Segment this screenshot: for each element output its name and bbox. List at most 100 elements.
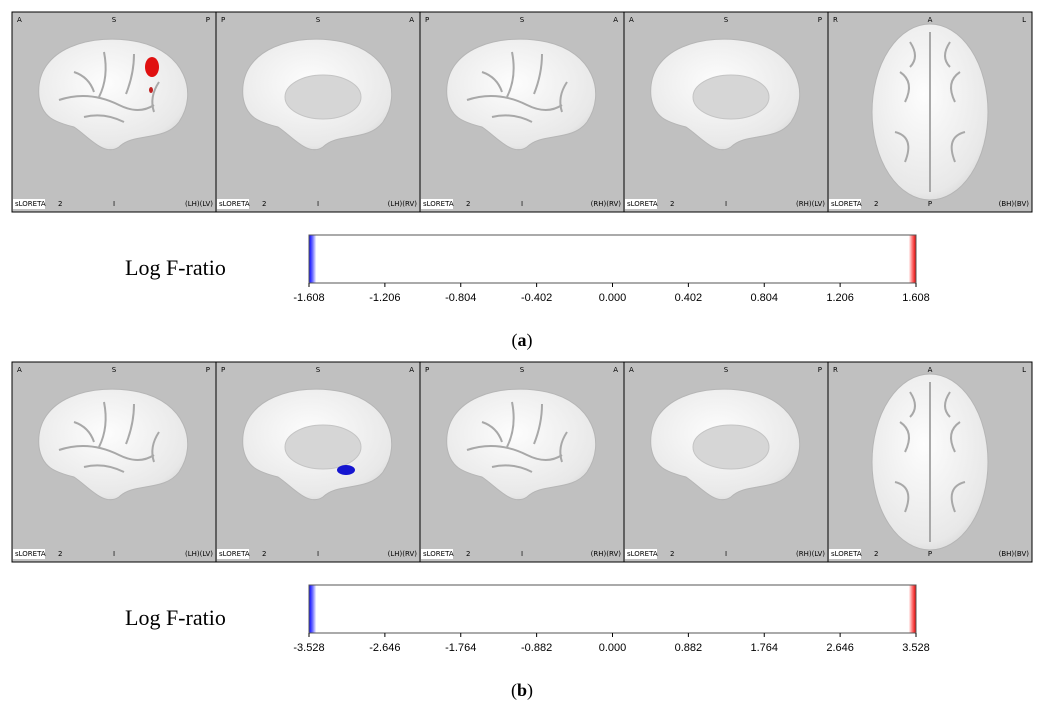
sulcus [125, 53, 135, 95]
orientation-label: L [1022, 16, 1026, 24]
tick-label: 0.402 [675, 292, 703, 304]
hemisphere-label: (RH)(LV) [796, 200, 825, 208]
method-label: sLORETA [15, 200, 46, 208]
method-label: sLORETA [831, 200, 862, 208]
caption-part: ) [527, 680, 533, 701]
method-label-bg [217, 549, 249, 559]
sulcus [909, 391, 916, 418]
caption-part: ( [511, 680, 517, 701]
index-label: 2 [874, 550, 878, 558]
orientation-label: S [724, 366, 729, 374]
tick-label: -0.882 [521, 642, 552, 654]
sulcus [73, 71, 95, 93]
method-label: sLORETA [831, 550, 862, 558]
hemisphere-label: (LH)(RV) [388, 200, 418, 208]
tick-label: 0.882 [675, 642, 703, 654]
sulcus [125, 403, 135, 445]
sulcus [466, 95, 563, 111]
orientation-label: A [629, 16, 634, 24]
sulcus [58, 445, 155, 461]
tick-label: -0.402 [521, 292, 552, 304]
orientation-label: A [613, 16, 618, 24]
sulcus [944, 391, 951, 418]
orientation-label: L [1022, 366, 1026, 374]
sulcus [491, 464, 533, 473]
method-label-bg [421, 549, 453, 559]
hemisphere-label: (LH)(LV) [185, 550, 213, 558]
colorbar-label: Log F-ratio [125, 605, 226, 630]
orientation-label: I [113, 550, 115, 558]
tick-label: -3.528 [293, 642, 324, 654]
sulcus [533, 403, 543, 445]
hemisphere-label: (RH)(RV) [591, 200, 622, 208]
caption-part: ) [527, 330, 533, 351]
orientation-label: P [221, 366, 225, 374]
caption-part: ( [512, 330, 518, 351]
hemisphere-label: (LH)(LV) [185, 200, 213, 208]
method-label: sLORETA [15, 550, 46, 558]
orientation-label: P [206, 366, 210, 374]
index-label: 2 [874, 200, 878, 208]
orientation-label: I [317, 550, 319, 558]
tick-label: 0.804 [750, 292, 778, 304]
caption: (a) [512, 330, 533, 351]
corpus-callosum [284, 424, 362, 470]
tick-label: -1.608 [293, 292, 324, 304]
orientation-label: I [725, 550, 727, 558]
corpus-callosum [692, 424, 770, 470]
activation [337, 465, 355, 475]
colorbar [308, 584, 917, 634]
orientation-label: S [316, 366, 321, 374]
corpus-callosum [284, 74, 362, 120]
sulcus [83, 464, 125, 473]
corpus-callosum [692, 74, 770, 120]
orientation-label: P [206, 16, 210, 24]
method-label-bg [829, 549, 861, 559]
orientation-label: A [629, 366, 634, 374]
index-label: 2 [58, 200, 62, 208]
brain [446, 388, 597, 500]
brain [38, 388, 189, 500]
hemisphere-label: (LH)(RV) [388, 550, 418, 558]
orientation-label: S [724, 16, 729, 24]
orientation-label: A [409, 16, 414, 24]
method-label-bg [625, 199, 657, 209]
method-label: sLORETA [219, 550, 250, 558]
orientation-label: S [520, 366, 525, 374]
method-label: sLORETA [627, 200, 658, 208]
orientation-label: P [818, 16, 822, 24]
orientation-label: S [112, 16, 117, 24]
index-label: 2 [262, 550, 266, 558]
tick-label: 0.000 [599, 292, 627, 304]
sulcus [481, 421, 503, 443]
method-label: sLORETA [423, 550, 454, 558]
method-label-bg [829, 199, 861, 209]
orientation-label: P [928, 200, 932, 208]
colorbar [308, 234, 917, 284]
orientation-label: S [316, 16, 321, 24]
orientation-label: S [520, 16, 525, 24]
sulcus [950, 481, 966, 513]
sulcus [944, 41, 951, 68]
sulcus [58, 95, 155, 111]
sulcus [151, 81, 160, 113]
sulcus [73, 421, 95, 443]
orientation-label: I [725, 200, 727, 208]
index-label: 2 [670, 200, 674, 208]
sulcus [909, 41, 916, 68]
orientation-label: P [425, 366, 429, 374]
sulcus [533, 53, 543, 95]
tick-label: -1.206 [369, 292, 400, 304]
sulcus [481, 71, 503, 93]
colorbar-label: Log F-ratio [125, 255, 226, 280]
hemisphere-label: (RH)(RV) [591, 550, 622, 558]
tick-label: -0.804 [445, 292, 476, 304]
